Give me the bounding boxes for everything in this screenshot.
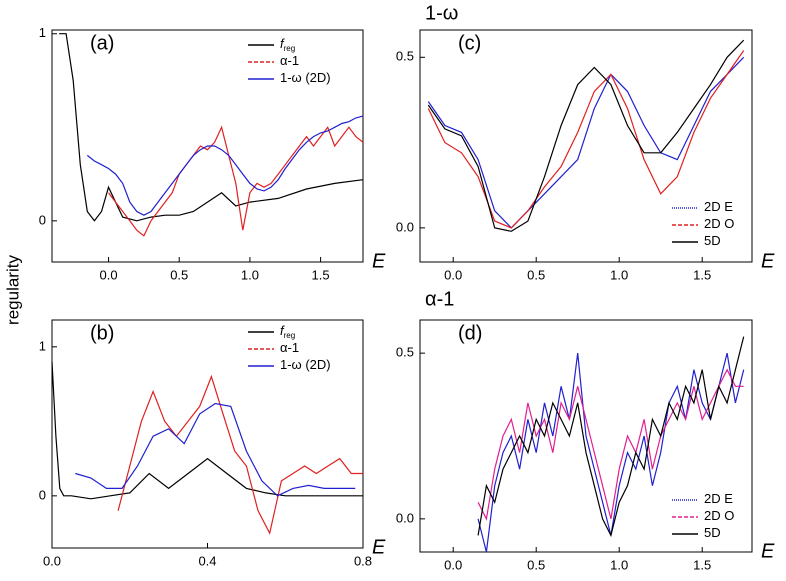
y-tick-label: 0.0 — [396, 510, 414, 525]
x-tick-label: 1.0 — [610, 557, 628, 572]
legend-name: f — [280, 323, 285, 338]
panel-label: (b) — [90, 322, 114, 344]
legend-name: 2D O — [704, 508, 734, 523]
legend-label: freg — [280, 36, 295, 53]
legend-label: 1-ω (2D) — [280, 357, 331, 372]
legend-label: 1-ω (2D) — [280, 70, 331, 85]
legend-name: f — [280, 36, 285, 51]
x-tick-label: 1.0 — [610, 267, 628, 282]
x-axis-title: E — [761, 250, 775, 272]
x-tick-label: 0.0 — [444, 557, 462, 572]
y-tick-label: 0 — [39, 487, 46, 502]
x-tick-label: 0.0 — [100, 267, 118, 282]
legend-label: freg — [280, 323, 295, 340]
series-line — [86, 115, 364, 216]
series-line — [427, 50, 745, 229]
legend-label: 5D — [704, 233, 721, 248]
panel-label: (c) — [458, 32, 481, 54]
legend-name: α-1 — [280, 340, 299, 355]
legend-name: 2D O — [704, 216, 734, 231]
y-tick-label: 1 — [39, 338, 46, 353]
legend-label: α-1 — [280, 340, 299, 355]
x-tick-label: 1.5 — [693, 267, 711, 282]
series-line — [427, 39, 745, 232]
legend-subscript: reg — [284, 331, 296, 340]
series-line — [117, 374, 363, 535]
legend-label: 2D E — [704, 199, 733, 214]
y-axis-title: α-1 — [425, 288, 454, 310]
plot-frame — [419, 29, 753, 263]
y-tick-label: 0.5 — [396, 345, 414, 360]
legend-subscript: reg — [284, 44, 296, 53]
x-tick-label: 0.5 — [527, 267, 545, 282]
x-tick-label: 0.4 — [198, 553, 216, 568]
plot-frame — [51, 29, 364, 263]
y-tick-label: 0.0 — [396, 219, 414, 234]
x-axis-title: E — [372, 536, 386, 558]
panel-label: (d) — [458, 322, 482, 344]
legend-name: 5D — [704, 525, 721, 540]
series-line — [108, 125, 364, 237]
x-axis-title: E — [372, 250, 386, 272]
series-line — [477, 368, 744, 521]
series-line — [477, 336, 745, 538]
y-tick-label: 1 — [39, 25, 46, 40]
legend-name: 2D E — [704, 199, 733, 214]
x-tick-label: 0.0 — [444, 267, 462, 282]
legend-name: 5D — [704, 233, 721, 248]
legend-name: 1-ω (2D) — [280, 70, 331, 85]
legend-name: 1-ω (2D) — [280, 357, 331, 372]
x-tick-label: 1.5 — [693, 557, 711, 572]
panel-label: (a) — [90, 32, 114, 54]
x-axis-title: E — [761, 540, 775, 562]
series-line — [51, 361, 363, 500]
series-line — [75, 402, 356, 497]
plot-frame — [419, 319, 753, 553]
legend-label: 5D — [704, 525, 721, 540]
series-line — [427, 56, 745, 229]
legend-label: 2D O — [704, 216, 734, 231]
y-axis-title: 1-ω — [425, 2, 458, 24]
y-axis-title: regularity — [3, 255, 22, 325]
y-tick-label: 0 — [39, 212, 46, 227]
legend-label: α-1 — [280, 53, 299, 68]
plot-frame — [51, 319, 364, 549]
x-tick-label: 0.8 — [354, 553, 372, 568]
series-line — [59, 33, 364, 222]
legend-label: 2D O — [704, 508, 734, 523]
x-tick-label: 1.0 — [241, 267, 259, 282]
legend-label: 2D E — [704, 491, 733, 506]
x-tick-label: 0.5 — [170, 267, 188, 282]
x-tick-label: 1.5 — [312, 267, 330, 282]
x-tick-label: 0.5 — [527, 557, 545, 572]
x-tick-label: 0.0 — [43, 553, 61, 568]
y-tick-label: 0.5 — [396, 49, 414, 64]
legend-name: α-1 — [280, 53, 299, 68]
legend-name: 2D E — [704, 491, 733, 506]
